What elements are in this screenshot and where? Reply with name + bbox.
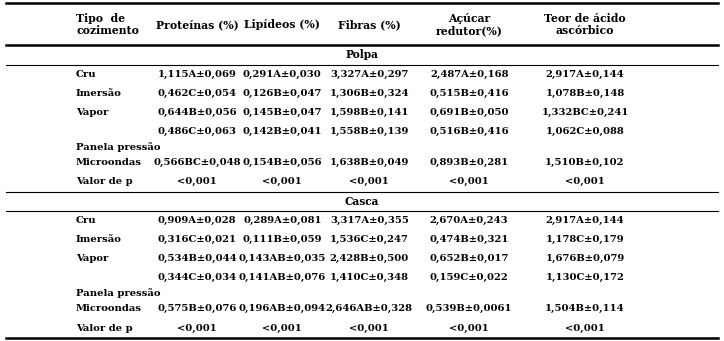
Text: 1,078B±0,148: 1,078B±0,148	[545, 89, 625, 98]
Text: Casca: Casca	[345, 195, 379, 207]
Text: Valor de p: Valor de p	[76, 324, 132, 332]
Text: 0,539B±0,0061: 0,539B±0,0061	[426, 305, 513, 313]
Text: Polpa: Polpa	[345, 49, 379, 60]
Text: 1,130C±0,172: 1,130C±0,172	[546, 273, 624, 282]
Text: <0,001: <0,001	[177, 177, 216, 187]
Text: 3,327A±0,297: 3,327A±0,297	[330, 70, 408, 78]
Text: Cru: Cru	[76, 216, 96, 225]
Text: 0,159C±0,022: 0,159C±0,022	[430, 273, 508, 282]
Text: 0,145B±0,047: 0,145B±0,047	[243, 108, 322, 117]
Text: 0,909A±0,028: 0,909A±0,028	[158, 216, 236, 225]
Text: 1,178C±0,179: 1,178C±0,179	[546, 235, 624, 244]
Text: <0,001: <0,001	[177, 324, 216, 332]
Text: Imersão: Imersão	[76, 235, 122, 244]
Text: <0,001: <0,001	[263, 177, 302, 187]
Text: 0,142B±0,041: 0,142B±0,041	[243, 127, 322, 136]
Text: Teor de ácido
ascórbico: Teor de ácido ascórbico	[544, 13, 626, 36]
Text: Imersão: Imersão	[76, 89, 122, 98]
Text: 0,316C±0,021: 0,316C±0,021	[157, 235, 237, 244]
Text: <0,001: <0,001	[263, 324, 302, 332]
Text: Vapor: Vapor	[76, 108, 109, 117]
Text: 0,575B±0,076: 0,575B±0,076	[157, 305, 237, 313]
Text: 2,917A±0,144: 2,917A±0,144	[546, 216, 624, 225]
Text: 1,558B±0,139: 1,558B±0,139	[329, 127, 409, 136]
Text: Açúcar
redutor(%): Açúcar redutor(%)	[436, 13, 502, 36]
Text: 2,670A±0,243: 2,670A±0,243	[430, 216, 508, 225]
Text: 1,676B±0,079: 1,676B±0,079	[545, 254, 625, 263]
Text: 0,291A±0,030: 0,291A±0,030	[243, 70, 321, 78]
Text: 0,126B±0,047: 0,126B±0,047	[243, 89, 322, 98]
Text: Cru: Cru	[76, 70, 96, 78]
Text: 0,154B±0,056: 0,154B±0,056	[243, 158, 322, 167]
Text: 1,062C±0,088: 1,062C±0,088	[546, 127, 624, 136]
Text: 0,474B±0,321: 0,474B±0,321	[429, 235, 509, 244]
Text: 1,332BC±0,241: 1,332BC±0,241	[542, 108, 628, 117]
Text: 3,317A±0,355: 3,317A±0,355	[330, 216, 408, 225]
Text: <0,001: <0,001	[450, 177, 489, 187]
Text: <0,001: <0,001	[450, 324, 489, 332]
Text: 2,428B±0,500: 2,428B±0,500	[329, 254, 409, 263]
Text: 1,504B±0,114: 1,504B±0,114	[545, 305, 625, 313]
Text: Microondas: Microondas	[76, 158, 142, 167]
Text: 0,644B±0,056: 0,644B±0,056	[157, 108, 237, 117]
Text: 0,893B±0,281: 0,893B±0,281	[429, 158, 509, 167]
Text: 0,566BC±0,048: 0,566BC±0,048	[153, 158, 240, 167]
Text: 0,111B±0,059: 0,111B±0,059	[243, 235, 322, 244]
Text: 0,344C±0,034: 0,344C±0,034	[157, 273, 237, 282]
Text: 0,486C±0,063: 0,486C±0,063	[157, 127, 237, 136]
Text: 1,638B±0,049: 1,638B±0,049	[329, 158, 409, 167]
Text: 0,691B±0,050: 0,691B±0,050	[429, 108, 509, 117]
Text: 0,534B±0,044: 0,534B±0,044	[157, 254, 237, 263]
Text: 2,646AB±0,328: 2,646AB±0,328	[326, 305, 413, 313]
Text: 0,143AB±0,035: 0,143AB±0,035	[239, 254, 326, 263]
Text: 1,306B±0,324: 1,306B±0,324	[329, 89, 409, 98]
Text: Panela pressão: Panela pressão	[76, 288, 161, 298]
Text: <0,001: <0,001	[350, 177, 389, 187]
Text: Vapor: Vapor	[76, 254, 109, 263]
Text: <0,001: <0,001	[565, 177, 605, 187]
Text: 0,141AB±0,076: 0,141AB±0,076	[239, 273, 326, 282]
Text: 1,536C±0,247: 1,536C±0,247	[330, 235, 408, 244]
Text: Lipídeos (%): Lipídeos (%)	[245, 19, 320, 30]
Text: 0,516B±0,416: 0,516B±0,416	[429, 127, 509, 136]
Text: 2,487A±0,168: 2,487A±0,168	[430, 70, 508, 78]
Text: Microondas: Microondas	[76, 305, 142, 313]
Text: Valor de p: Valor de p	[76, 177, 132, 187]
Text: Tipo  de
cozimento: Tipo de cozimento	[76, 13, 139, 36]
Text: 0,289A±0,081: 0,289A±0,081	[243, 216, 321, 225]
Text: 2,917A±0,144: 2,917A±0,144	[546, 70, 624, 78]
Text: 0,515B±0,416: 0,515B±0,416	[429, 89, 509, 98]
Text: 0,462C±0,054: 0,462C±0,054	[157, 89, 237, 98]
Text: Fibras (%): Fibras (%)	[338, 19, 400, 30]
Text: 1,115A±0,069: 1,115A±0,069	[158, 70, 236, 78]
Text: <0,001: <0,001	[565, 324, 605, 332]
Text: 1,598B±0,141: 1,598B±0,141	[329, 108, 409, 117]
Text: 1,410C±0,348: 1,410C±0,348	[329, 273, 409, 282]
Text: Proteínas (%): Proteínas (%)	[156, 19, 238, 30]
Text: 0,196AB±0,094: 0,196AB±0,094	[239, 305, 326, 313]
Text: Panela pressão: Panela pressão	[76, 142, 161, 152]
Text: 0,652B±0,017: 0,652B±0,017	[429, 254, 509, 263]
Text: 1,510B±0,102: 1,510B±0,102	[545, 158, 625, 167]
Text: <0,001: <0,001	[350, 324, 389, 332]
